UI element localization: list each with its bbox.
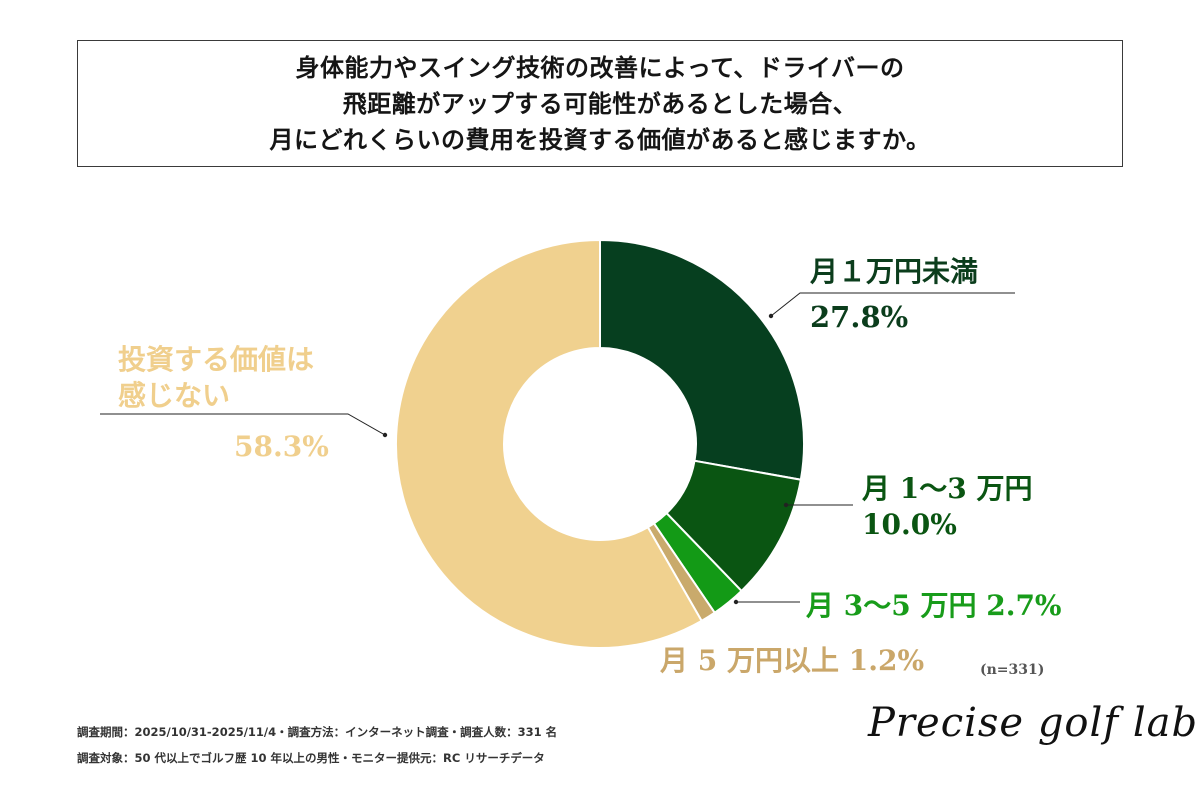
leader-dot-3-5man <box>733 599 739 605</box>
sample-size-note: (n=331) <box>980 662 1045 678</box>
label-no-value-line2: 感じない <box>118 379 231 412</box>
title-line-3: 月にどれくらいの費用を投資する価値があると感じますか。 <box>269 125 931 154</box>
footer-survey-target: 調査対象：50 代以上でゴルフ歴 10 年以上の男性・モニター提供元：RC リサ… <box>77 751 545 765</box>
leader-line-under-1man <box>770 292 1015 317</box>
label-1-3man-value: 10.0% <box>862 508 957 541</box>
label-3-5man: 月 3〜5 万円 2.7% <box>806 589 1062 622</box>
leader-dot-under-1man <box>768 313 774 319</box>
label-5man-over: 月 5 万円以上 1.2% <box>660 644 925 677</box>
title-line-2: 飛距離がアップする可能性があるとした場合、 <box>342 89 858 118</box>
label-1-3man-name: 月 1〜3 万円 <box>862 472 1033 505</box>
label-no-value-line1: 投資する価値は <box>118 343 315 376</box>
donut-slice-5 <box>394 238 703 649</box>
title-line-1: 身体能力やスイング技術の改善によって、ドライバーの <box>295 53 905 82</box>
footer-survey-info: 調査期間：2025/10/31-2025/11/4・調査方法：インターネット調査… <box>77 725 558 739</box>
leader-line-5man-over <box>100 413 386 436</box>
leader-dot-no-value <box>382 432 388 438</box>
label-no-value-value: 58.3% <box>234 430 329 463</box>
donut-slice-1 <box>599 238 805 481</box>
label-under-1man-value: 27.8% <box>810 300 909 334</box>
leader-dot-1-3man <box>783 502 789 508</box>
label-under-1man-name: 月１万円未満 <box>810 255 979 288</box>
question-title-box: 身体能力やスイング技術の改善によって、ドライバーの 飛距離がアップする可能性があ… <box>77 40 1123 167</box>
brand-logo: Precise golf lab <box>868 700 1199 746</box>
